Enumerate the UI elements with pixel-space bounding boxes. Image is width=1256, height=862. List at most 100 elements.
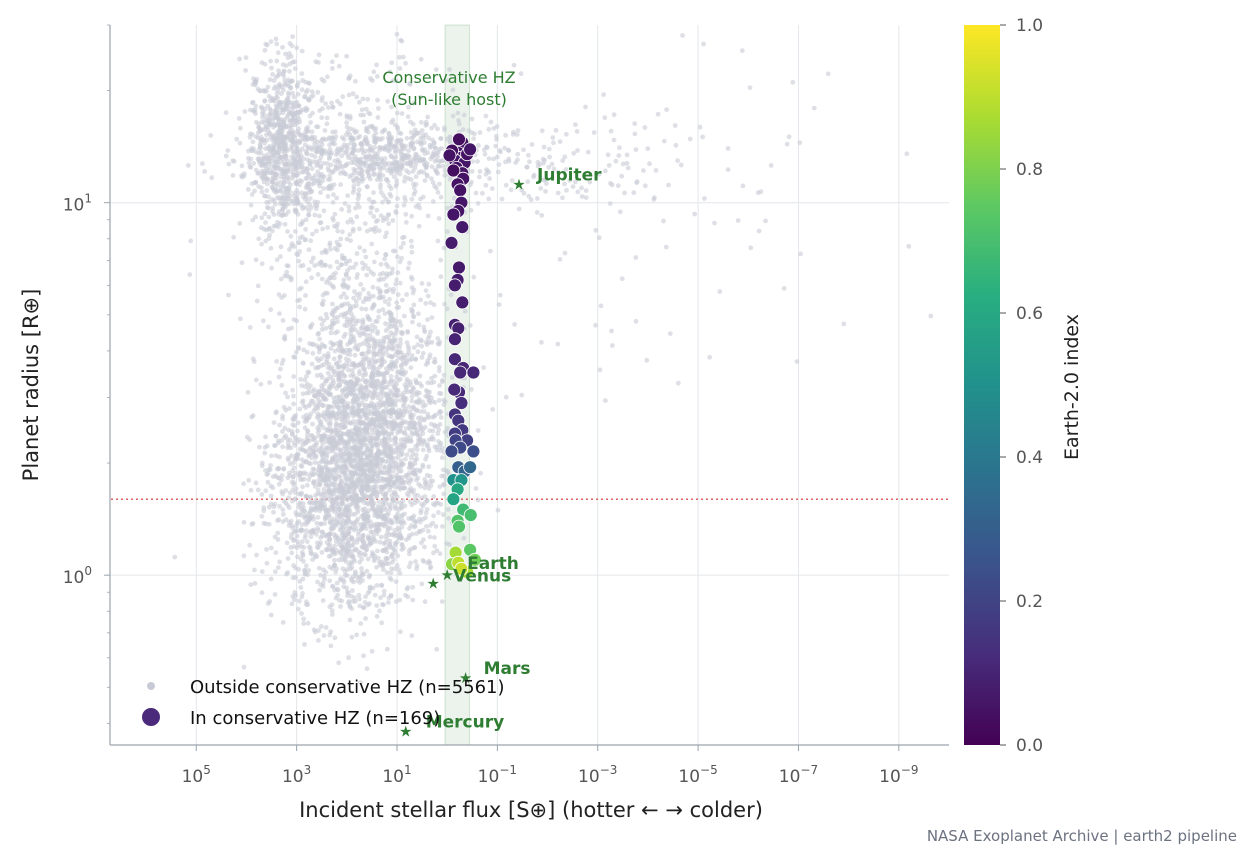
- background-point: [367, 420, 373, 426]
- background-point: [363, 106, 369, 112]
- background-point: [372, 340, 378, 345]
- background-point: [403, 153, 408, 159]
- background-point: [385, 530, 390, 536]
- background-point: [238, 125, 243, 131]
- background-point: [380, 393, 386, 399]
- background-point: [398, 437, 404, 443]
- background-point: [376, 308, 382, 314]
- background-point: [642, 183, 648, 189]
- background-point: [351, 338, 357, 344]
- background-point: [312, 199, 318, 205]
- background-point: [424, 472, 430, 478]
- background-point: [243, 55, 249, 60]
- background-point: [279, 361, 285, 366]
- background-point: [394, 178, 399, 183]
- background-point: [390, 266, 395, 272]
- background-point: [413, 429, 419, 434]
- background-point: [337, 170, 343, 176]
- background-point: [427, 565, 433, 571]
- background-point: [302, 568, 307, 574]
- background-point: [573, 179, 578, 185]
- background-point: [419, 501, 424, 507]
- background-point: [480, 190, 485, 196]
- background-point: [303, 563, 309, 569]
- background-point: [342, 512, 348, 518]
- background-point: [364, 568, 370, 574]
- background-point: [583, 188, 589, 194]
- background-point: [410, 517, 416, 523]
- background-point: [375, 156, 381, 162]
- background-point: [428, 329, 433, 335]
- background-point: [321, 208, 327, 214]
- background-point: [315, 89, 321, 95]
- background-point: [258, 134, 264, 140]
- background-point: [295, 151, 300, 157]
- background-point: [395, 553, 401, 559]
- background-point: [356, 187, 362, 193]
- background-point: [271, 420, 277, 425]
- background-point: [305, 429, 311, 434]
- background-point: [401, 240, 406, 246]
- background-point: [370, 366, 376, 372]
- background-point: [278, 189, 284, 194]
- background-point: [409, 394, 415, 400]
- background-point: [273, 103, 279, 109]
- background-point: [423, 510, 429, 516]
- background-point: [555, 190, 561, 196]
- background-point: [413, 399, 419, 405]
- background-point: [275, 122, 280, 127]
- background-point: [369, 493, 374, 499]
- background-point: [394, 139, 399, 144]
- background-point: [351, 374, 357, 380]
- background-point: [434, 548, 440, 553]
- background-point: [388, 544, 394, 550]
- background-point: [280, 507, 286, 513]
- background-point: [372, 386, 378, 392]
- background-point: [369, 306, 375, 311]
- background-point: [361, 605, 366, 611]
- background-point: [226, 292, 231, 298]
- background-point: [337, 382, 343, 388]
- background-point: [361, 119, 367, 125]
- background-point: [343, 331, 348, 337]
- background-point: [325, 512, 331, 518]
- background-point: [344, 585, 350, 591]
- background-point: [290, 422, 296, 428]
- background-point: [404, 292, 409, 297]
- background-point: [497, 292, 503, 298]
- background-point: [439, 599, 445, 604]
- background-point: [320, 529, 326, 535]
- background-point: [252, 581, 258, 586]
- background-point: [519, 187, 524, 193]
- background-point: [376, 555, 381, 561]
- background-point: [318, 165, 324, 171]
- background-point: [385, 264, 391, 270]
- background-point: [350, 542, 356, 548]
- background-point: [256, 236, 262, 242]
- background-point: [334, 519, 339, 525]
- background-point: [382, 408, 387, 414]
- background-point: [422, 178, 428, 184]
- background-point: [277, 111, 282, 116]
- background-point: [272, 156, 278, 161]
- background-point: [353, 205, 358, 211]
- background-point: [299, 146, 305, 152]
- background-point: [408, 412, 414, 418]
- background-point: [284, 571, 289, 577]
- background-point: [312, 402, 318, 407]
- background-point: [300, 552, 306, 557]
- background-point: [381, 335, 387, 341]
- background-point: [394, 532, 400, 538]
- background-point: [377, 608, 382, 614]
- background-point: [357, 496, 362, 501]
- background-point: [384, 349, 389, 355]
- background-point: [350, 368, 355, 373]
- background-point: [302, 94, 308, 100]
- background-point: [503, 182, 509, 188]
- background-point: [645, 146, 651, 152]
- background-point: [461, 535, 467, 541]
- background-point: [509, 178, 515, 183]
- background-point: [270, 175, 276, 180]
- background-point: [400, 479, 405, 485]
- background-point: [279, 134, 285, 139]
